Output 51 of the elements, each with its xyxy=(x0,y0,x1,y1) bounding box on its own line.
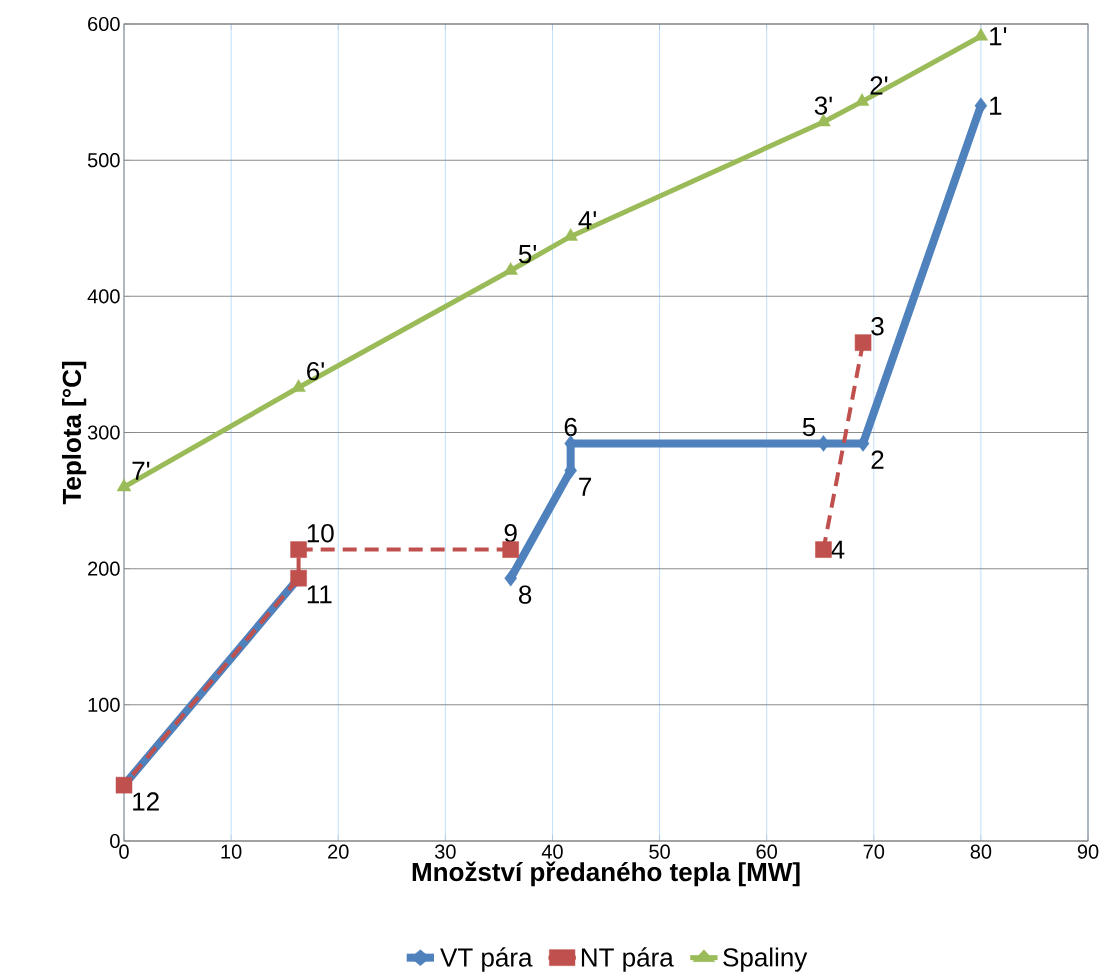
y-tick-label: 200 xyxy=(88,561,120,576)
annotation: 4 xyxy=(831,540,845,559)
point xyxy=(815,541,832,558)
annotation: 8 xyxy=(519,585,532,604)
annotation: 9 xyxy=(504,523,517,543)
annotation: 5' xyxy=(518,245,536,264)
annotation: 2 xyxy=(871,450,884,469)
annotation: 4' xyxy=(578,211,596,230)
y-axis-title: Teplota [°C] xyxy=(62,361,87,505)
y-tick-label: 400 xyxy=(87,289,120,304)
point xyxy=(116,478,132,492)
x-axis-title: Množství předaného tepla [MW] xyxy=(412,861,800,887)
point xyxy=(504,569,517,587)
point xyxy=(854,334,872,351)
point xyxy=(973,27,989,41)
annotation: 1' xyxy=(990,27,1007,46)
x-tick-label: 80 xyxy=(970,844,992,859)
x-tick-label: 40 xyxy=(541,844,563,859)
y-tick-label: 0 xyxy=(110,833,120,849)
legend-label: Spaliny xyxy=(723,947,808,972)
annotation: 10 xyxy=(307,523,334,543)
y-tick-label: 500 xyxy=(87,153,120,168)
annotation: 5 xyxy=(802,418,816,437)
annotation: 7 xyxy=(579,477,592,496)
x-tick-label: 60 xyxy=(756,844,778,859)
point xyxy=(290,541,307,558)
annotation: 3' xyxy=(814,96,832,115)
annotation: 7' xyxy=(132,461,150,480)
x-tick-label: 90 xyxy=(1077,844,1099,859)
x-tick-label: 50 xyxy=(649,844,670,859)
annotation: 12 xyxy=(133,792,159,811)
annotation: 1 xyxy=(990,96,1002,115)
annotation: 3 xyxy=(871,317,884,336)
annotation: 2' xyxy=(870,76,888,95)
annotation: 6' xyxy=(307,361,324,381)
x-tick-label: 30 xyxy=(434,844,456,859)
legend-label: VT pára xyxy=(440,947,533,972)
x-tick-label: 10 xyxy=(221,844,242,859)
point xyxy=(563,228,578,241)
y-tick-label: 600 xyxy=(88,16,120,32)
point xyxy=(503,262,518,275)
y-tick-label: 300 xyxy=(87,425,120,440)
y-tick-label: 100 xyxy=(88,697,120,712)
annotation: 6 xyxy=(564,417,577,437)
x-tick-label: 20 xyxy=(328,844,349,859)
x-tick-label: 70 xyxy=(863,844,885,859)
point xyxy=(974,97,988,114)
point xyxy=(291,379,306,392)
annotation: 11 xyxy=(307,585,332,604)
point xyxy=(502,541,519,558)
legend-label: NT pára xyxy=(581,947,674,972)
